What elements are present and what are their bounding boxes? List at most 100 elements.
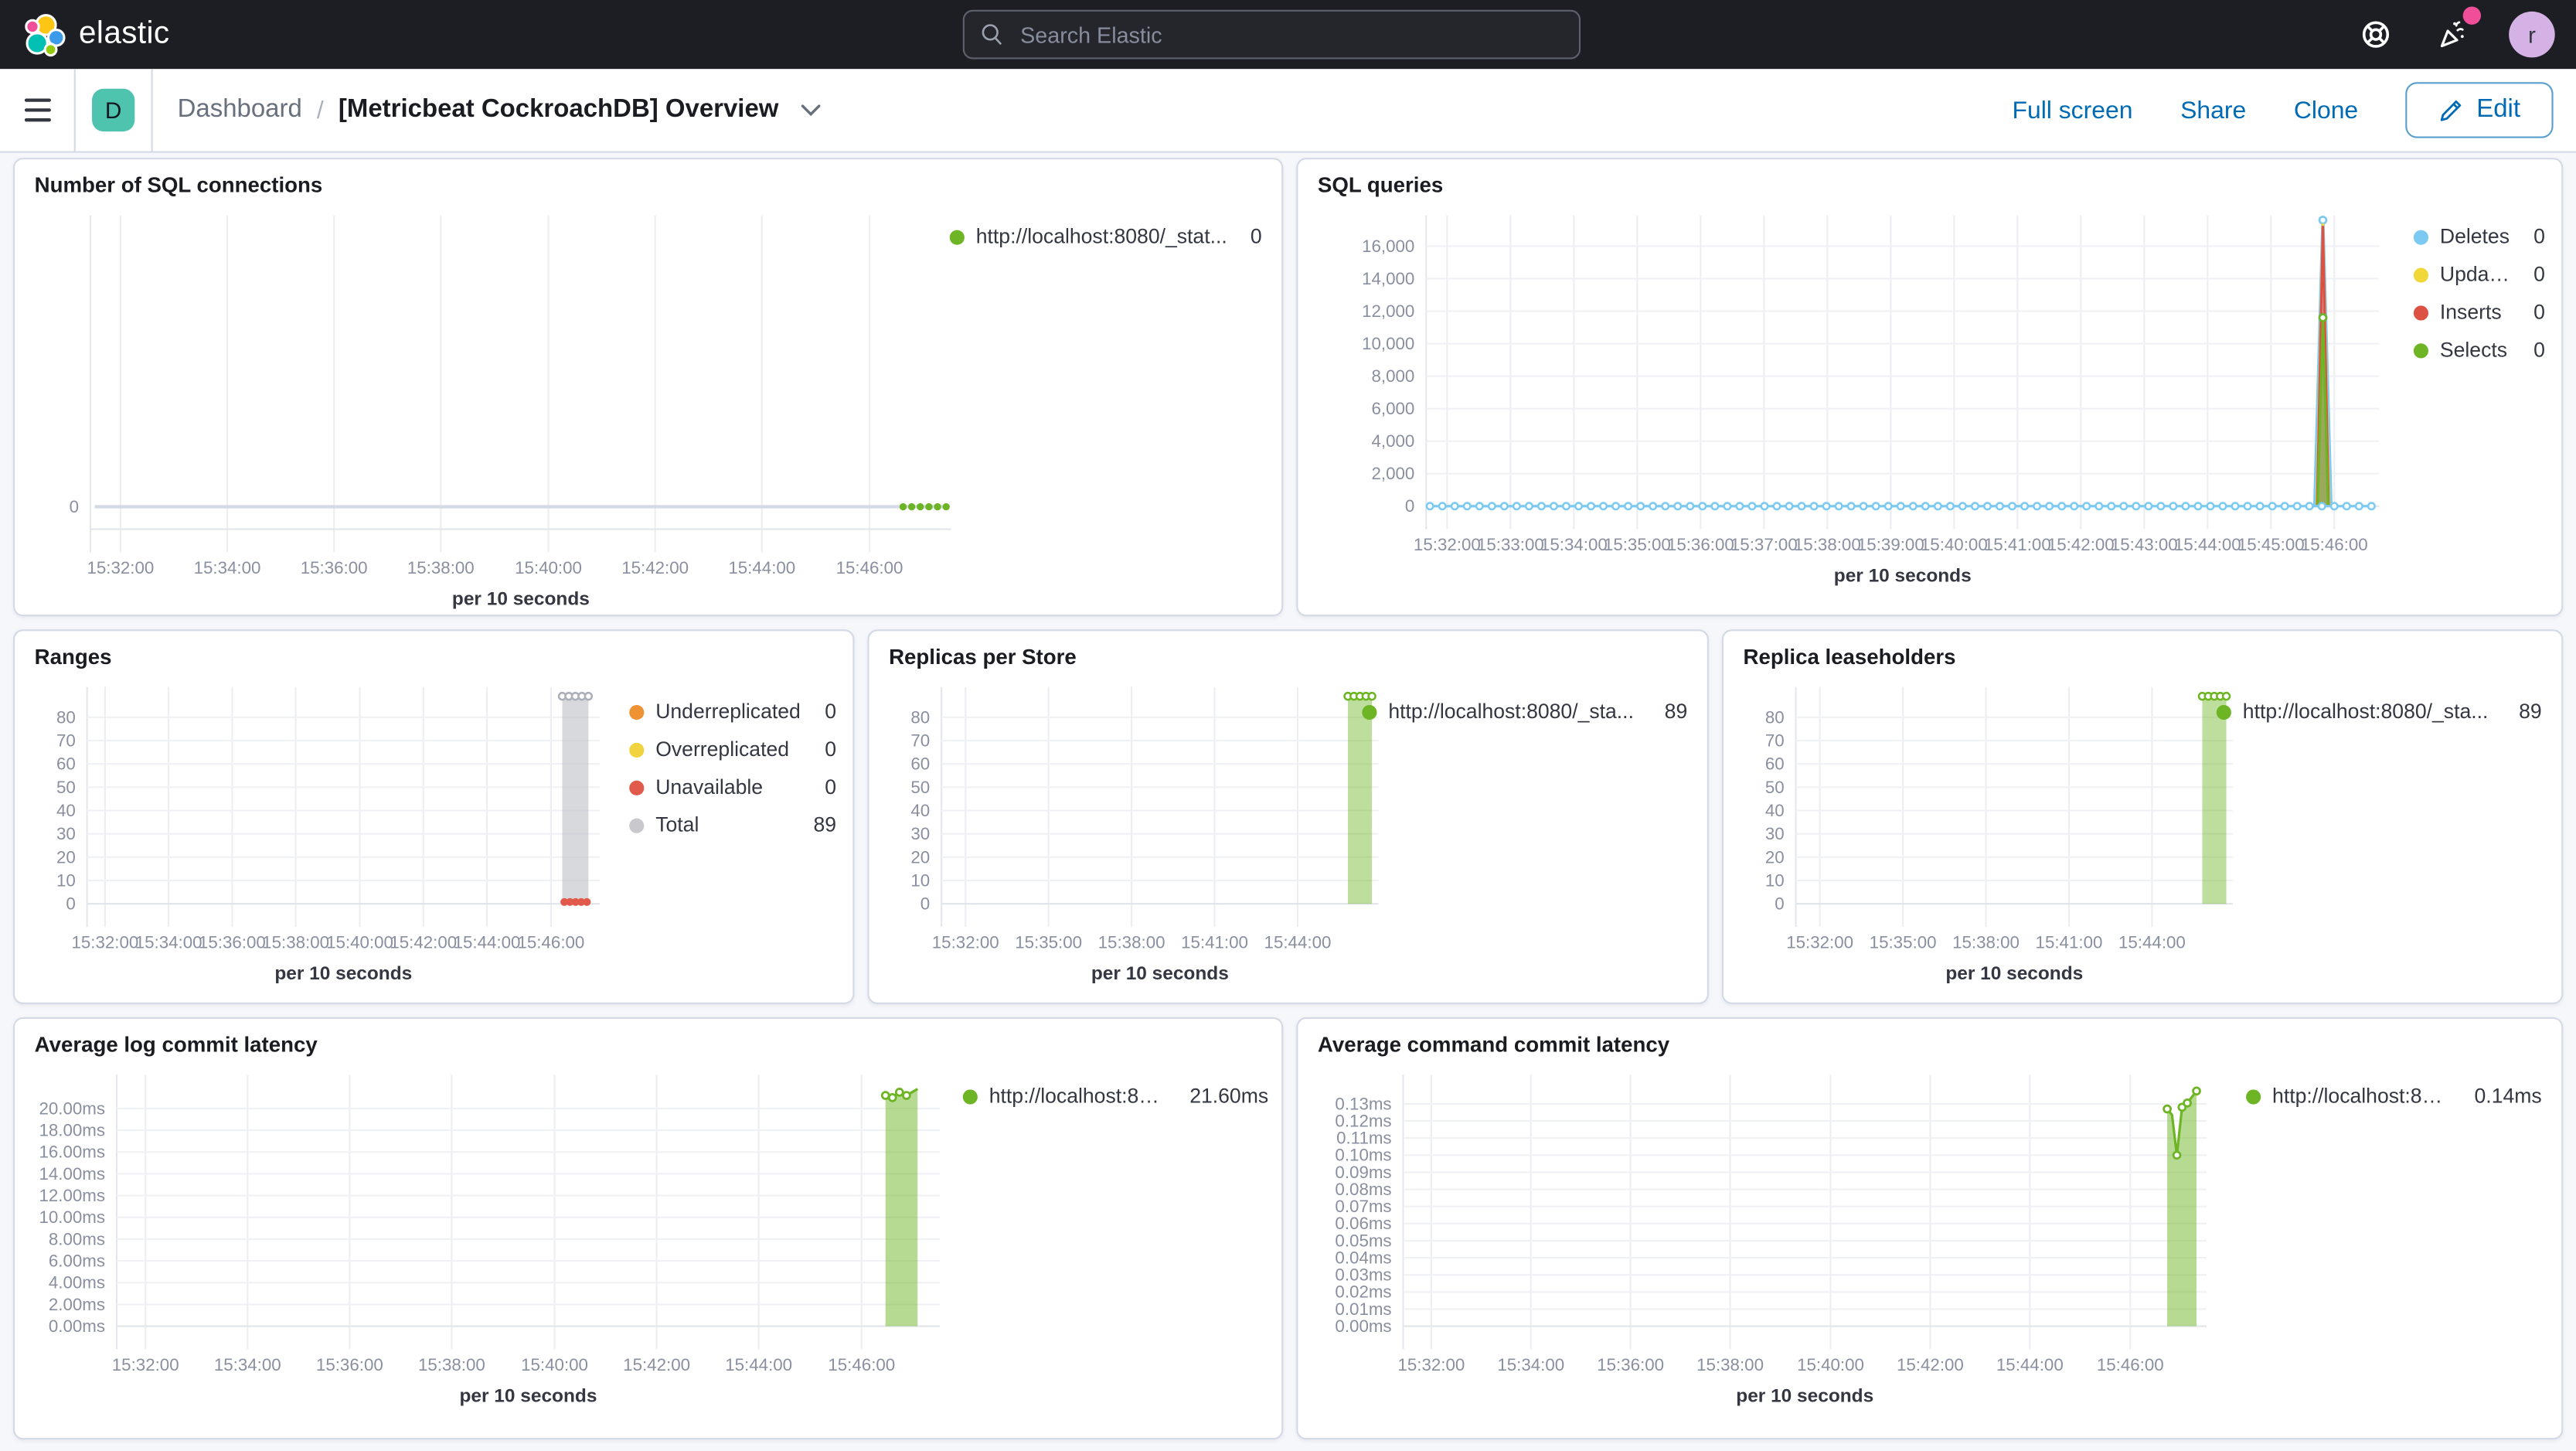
legend-item[interactable]: http://localhost:808... 21.60ms <box>962 1085 1268 1109</box>
svg-text:per 10 seconds: per 10 seconds <box>274 963 412 984</box>
svg-text:per 10 seconds: per 10 seconds <box>1736 1385 1873 1406</box>
svg-text:0.06ms: 0.06ms <box>1335 1214 1391 1233</box>
svg-text:15:38:00: 15:38:00 <box>262 933 329 952</box>
svg-text:0.07ms: 0.07ms <box>1335 1197 1391 1216</box>
svg-text:15:44:00: 15:44:00 <box>454 933 521 952</box>
legend-item[interactable]: http://localhost:8080/_sta... 89 <box>1362 700 1687 725</box>
svg-text:15:36:00: 15:36:00 <box>199 933 266 952</box>
chart-legend: Underreplicated 0 Overreplicated 0 Unavailab… <box>629 700 836 839</box>
panel-title[interactable]: SQL queries <box>1317 172 1444 198</box>
svg-text:15:42:00: 15:42:00 <box>623 1355 690 1374</box>
legend-value: 0.14ms <box>2474 1085 2542 1108</box>
svg-text:15:44:00: 15:44:00 <box>2118 933 2186 952</box>
legend-item[interactable]: http://localhost:8080/_stat... 0 <box>949 225 1262 250</box>
dashboard-grid: Number of SQL connections 0 15:32:00 15:34… <box>0 152 2576 1451</box>
svg-text:15:32:00: 15:32:00 <box>1414 535 1481 554</box>
legend-item[interactable]: http://localhost:8080/_sta... 89 <box>2216 700 2542 725</box>
user-avatar[interactable]: r <box>2509 11 2555 58</box>
svg-text:15:46:00: 15:46:00 <box>828 1355 895 1374</box>
svg-text:80: 80 <box>1765 707 1785 727</box>
menu-button[interactable] <box>0 69 76 152</box>
svg-text:0: 0 <box>920 894 930 914</box>
breadcrumb-separator: / <box>316 96 324 124</box>
svg-text:15:46:00: 15:46:00 <box>2301 535 2368 554</box>
breadcrumb-dashboard[interactable]: Dashboard <box>177 95 302 124</box>
top-navigation-bar: elastic <box>0 0 2576 70</box>
newsfeed-button[interactable] <box>2431 6 2482 56</box>
legend-color-dot <box>949 230 965 245</box>
space-badge[interactable]: D <box>92 88 135 132</box>
legend-item[interactable]: Inserts 0 <box>2413 301 2545 325</box>
legend-item[interactable]: http://localhost:8080... 0.14ms <box>2246 1085 2542 1109</box>
help-button[interactable] <box>2354 13 2397 56</box>
svg-text:15:44:00: 15:44:00 <box>725 1355 792 1374</box>
svg-text:15:36:00: 15:36:00 <box>1667 535 1734 554</box>
svg-text:20: 20 <box>56 847 76 867</box>
svg-text:10: 10 <box>910 870 930 890</box>
svg-text:80: 80 <box>56 707 76 727</box>
svg-text:50: 50 <box>1765 778 1785 797</box>
global-search[interactable] <box>962 9 1581 60</box>
edit-button[interactable]: Edit <box>2405 82 2554 138</box>
svg-text:0: 0 <box>66 894 75 914</box>
legend-item[interactable]: Updates 0 <box>2413 263 2545 288</box>
svg-text:per 10 seconds: per 10 seconds <box>1091 963 1229 984</box>
svg-text:10: 10 <box>1765 870 1785 890</box>
svg-text:15:45:00: 15:45:00 <box>2237 535 2305 554</box>
svg-text:15:32:00: 15:32:00 <box>932 933 999 952</box>
legend-value: 0 <box>1250 225 1262 249</box>
page-title: [Metricbeat CockroachDB] Overview <box>338 95 779 124</box>
panel-title[interactable]: Ranges <box>34 644 112 669</box>
legend-item[interactable]: Underreplicated 0 <box>629 700 836 725</box>
legend-color-dot <box>2246 1089 2261 1105</box>
panel-title[interactable]: Average log commit latency <box>34 1032 318 1057</box>
svg-text:30: 30 <box>1765 824 1785 843</box>
legend-item[interactable]: Total 89 <box>629 813 836 838</box>
svg-text:per 10 seconds: per 10 seconds <box>1834 566 1972 587</box>
legend-color-dot <box>629 742 645 758</box>
svg-text:0: 0 <box>70 497 79 516</box>
panel-replicas-per-store: Replicas per Store 0 10 20 30 40 50 60 70 80 15:3… <box>867 629 1709 1004</box>
legend-color-dot <box>629 780 645 795</box>
svg-text:0.01ms: 0.01ms <box>1335 1299 1391 1319</box>
legend-item[interactable]: Deletes 0 <box>2413 225 2545 250</box>
svg-text:15:40:00: 15:40:00 <box>326 933 393 952</box>
svg-text:15:37:00: 15:37:00 <box>1730 535 1798 554</box>
elastic-logo[interactable]: elastic <box>0 12 170 56</box>
full-screen-button[interactable]: Full screen <box>2012 96 2133 124</box>
clone-button[interactable]: Clone <box>2293 96 2359 124</box>
legend-item[interactable]: Overreplicated 0 <box>629 738 836 763</box>
panel-average-command-commit-latency: Average command commit latency 0.00ms 0.0… <box>1296 1017 2564 1440</box>
legend-color-dot <box>2413 230 2429 245</box>
chart-sql-queries: 0 2,000 4,000 6,000 8,000 10,000 12,000 14,000 1… <box>1362 215 2380 587</box>
search-input[interactable] <box>1016 20 1563 49</box>
svg-text:15:46:00: 15:46:00 <box>517 933 584 952</box>
panel-sql-queries: SQL queries 0 2,000 4,000 6,000 8,000 10,000 1… <box>1296 158 2564 617</box>
svg-text:16,000: 16,000 <box>1362 237 1414 256</box>
legend-item[interactable]: Unavailable 0 <box>629 775 836 800</box>
svg-text:15:40:00: 15:40:00 <box>1797 1355 1864 1374</box>
svg-text:4,000: 4,000 <box>1372 431 1415 451</box>
svg-text:15:34:00: 15:34:00 <box>1497 1355 1564 1374</box>
legend-color-dot <box>629 704 645 720</box>
title-menu-button[interactable] <box>800 103 822 118</box>
edit-button-label: Edit <box>2476 95 2521 124</box>
legend-value: 0 <box>2533 263 2545 286</box>
panel-title[interactable]: Replica leaseholders <box>1743 644 1956 669</box>
svg-text:15:43:00: 15:43:00 <box>2111 535 2178 554</box>
share-button[interactable]: Share <box>2180 96 2247 124</box>
legend-color-dot <box>2413 267 2429 283</box>
chevron-down-icon <box>801 104 821 116</box>
panel-title[interactable]: Average command commit latency <box>1317 1032 1670 1057</box>
svg-text:15:44:00: 15:44:00 <box>1264 933 1332 952</box>
svg-text:0.09ms: 0.09ms <box>1335 1163 1391 1182</box>
space-badge-cell: D <box>76 69 153 152</box>
panel-title[interactable]: Replicas per Store <box>889 644 1077 669</box>
legend-value: 0 <box>2533 338 2545 362</box>
svg-text:15:36:00: 15:36:00 <box>1597 1355 1664 1374</box>
legend-item[interactable]: Selects 0 <box>2413 338 2545 363</box>
svg-text:14.00ms: 14.00ms <box>39 1164 105 1184</box>
panel-title[interactable]: Number of SQL connections <box>34 172 323 198</box>
legend-value: 0 <box>825 737 837 761</box>
breadcrumb: Dashboard / [Metricbeat CockroachDB] Ove… <box>153 95 822 124</box>
